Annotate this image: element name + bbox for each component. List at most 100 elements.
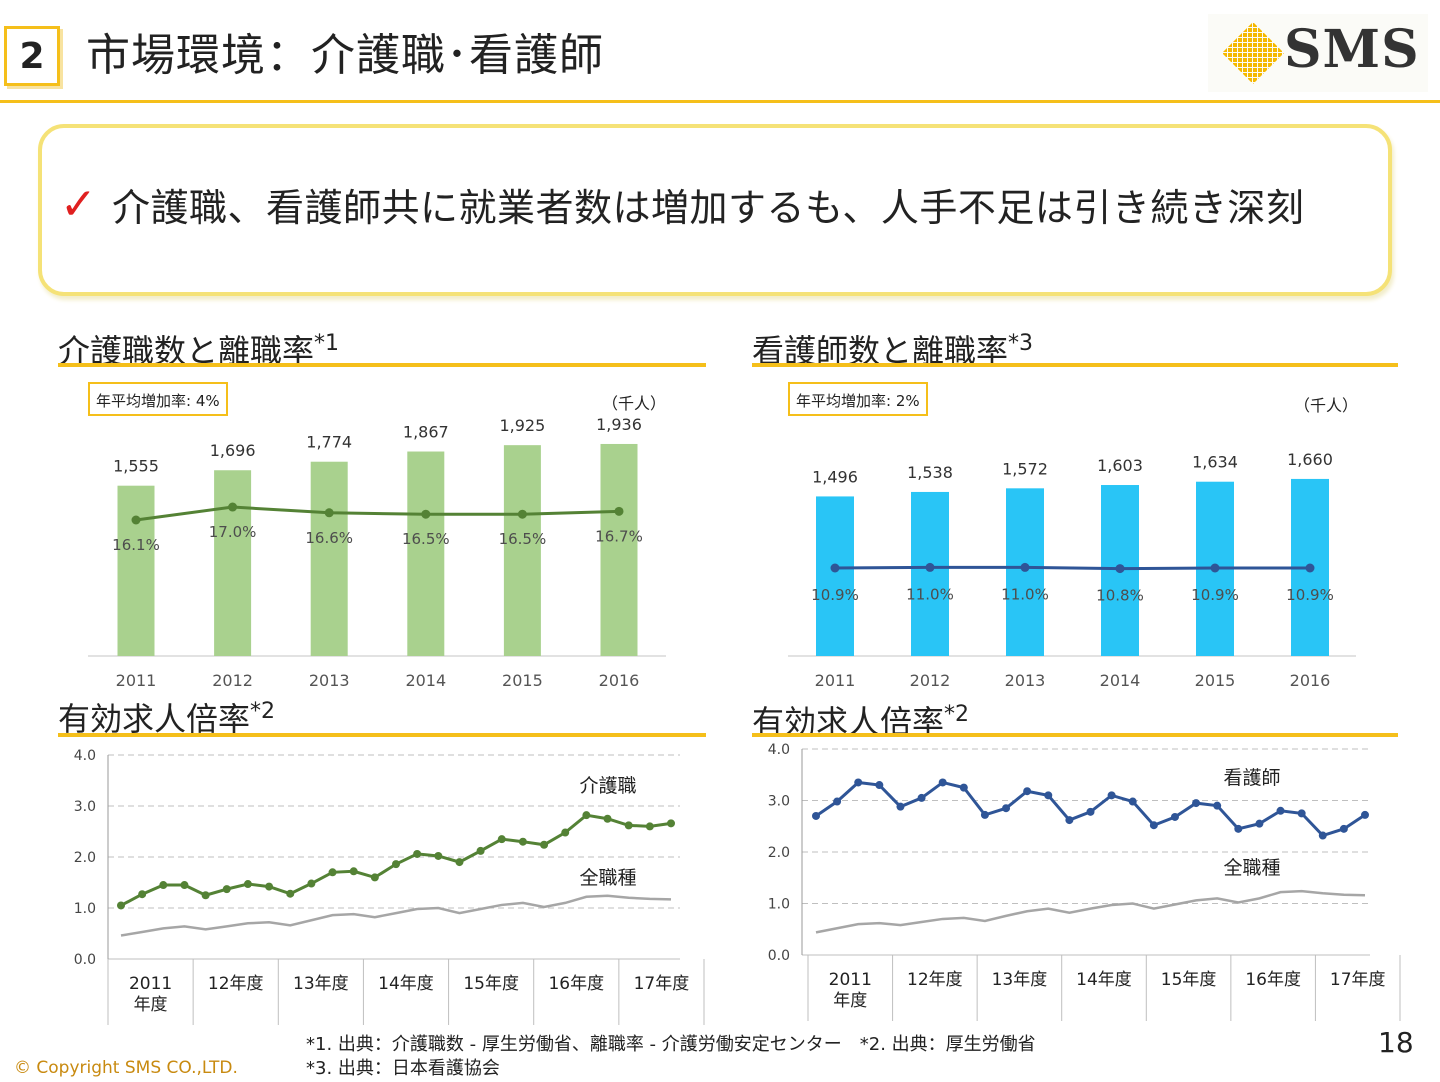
y-tick-label: 3.0 — [768, 794, 790, 810]
rate-point — [1210, 563, 1220, 573]
y-tick-label: 1.0 — [768, 897, 790, 913]
bar-value-label: 1,496 — [812, 467, 858, 486]
main-series-point — [540, 840, 549, 849]
main-series-point — [265, 882, 274, 891]
main-series-point — [624, 821, 633, 830]
nurses-chart: 1,496 2011 1,538 2012 1,572 2013 1,603 2014 1,63… — [788, 450, 1356, 690]
source-note-1: *1. 出典：介護職数 - 厚生労働省、離職率 - 介護労働安定センター *2.… — [306, 1034, 1036, 1055]
x-tick-label: 2011 — [129, 974, 172, 994]
care-growth-badge: 年平均増加率: 4% — [88, 382, 228, 416]
bar-2015 — [503, 445, 541, 656]
x-tick-label: 2011 — [116, 671, 157, 690]
y-tick-label: 0.0 — [768, 948, 790, 964]
main-series-point — [328, 868, 337, 877]
bar-value-label: 1,634 — [1192, 453, 1238, 472]
main-series-point — [1086, 807, 1095, 816]
main-series-point — [812, 811, 820, 820]
main-series-point — [917, 793, 926, 802]
bar-value-label: 1,696 — [210, 441, 256, 460]
rate-value-label: 16.7% — [595, 527, 643, 545]
main-series-point — [854, 778, 863, 787]
x-tick-label: 17年度 — [634, 974, 690, 994]
bar-value-label: 1,555 — [113, 457, 159, 476]
bar-value-label: 1,572 — [1002, 459, 1048, 478]
diamond-logo-icon — [1222, 22, 1284, 84]
nurse-unit-label: （千人） — [1294, 396, 1359, 415]
rate-value-label: 10.8% — [1096, 587, 1144, 605]
main-series-point — [1044, 791, 1053, 800]
main-series-point — [561, 828, 570, 837]
bar-2014 — [407, 451, 445, 656]
bar-value-label: 1,538 — [907, 463, 953, 482]
source-note-2: *3. 出典：日本看護協会 — [306, 1058, 500, 1079]
bar-value-label: 1,936 — [596, 415, 642, 434]
series-label-main: 介護職 — [579, 775, 636, 797]
main-series-point — [117, 901, 125, 910]
main-series-point — [434, 851, 443, 860]
main-series-point — [180, 881, 189, 890]
rate-point — [131, 515, 141, 525]
x-tick-label: 年度 — [134, 995, 168, 1015]
rate-line — [135, 505, 620, 522]
checkmark-icon: ✓ — [60, 179, 97, 230]
care-workers-divider — [58, 363, 706, 367]
rate-value-label: 16.1% — [112, 536, 160, 554]
main-series-point — [1361, 810, 1369, 819]
y-tick-label: 4.0 — [74, 748, 96, 764]
series-label-all: 全職種 — [579, 867, 636, 889]
main-series-point — [138, 890, 147, 899]
main-series-point — [645, 822, 654, 831]
care-workers-chart: 1,555 2011 1,696 2012 1,774 2013 1,867 2014 1,92… — [88, 415, 666, 690]
x-tick-label: 17年度 — [1330, 970, 1386, 990]
y-tick-label: 1.0 — [74, 901, 96, 917]
bar-value-label: 1,867 — [403, 423, 449, 442]
main-series-point — [497, 835, 506, 844]
bar-value-label: 1,925 — [499, 416, 545, 435]
page-number: 18 — [1378, 1026, 1414, 1059]
x-tick-label: 15年度 — [1161, 970, 1217, 990]
rate-point — [614, 506, 624, 516]
all-jobs-line — [815, 889, 1366, 934]
rate-point — [421, 509, 431, 519]
main-series-point — [349, 867, 358, 876]
main-series-point — [243, 880, 252, 889]
rate-value-label: 10.9% — [1191, 586, 1239, 604]
main-series-point — [667, 819, 675, 828]
main-series-point — [1107, 791, 1116, 800]
main-series-point — [392, 860, 400, 869]
main-series-point — [476, 846, 485, 855]
x-tick-label: 2014 — [1100, 671, 1141, 690]
bar-2011 — [816, 496, 854, 656]
logo-text: SMS — [1284, 19, 1420, 80]
x-tick-label: 2013 — [309, 671, 350, 690]
main-series-point — [833, 797, 842, 806]
main-series-point — [1023, 787, 1032, 796]
job-ratio-care-divider — [58, 733, 706, 737]
x-tick-label: 年度 — [833, 991, 867, 1011]
section-number-badge: 2 — [4, 26, 60, 86]
x-tick-label: 12年度 — [907, 970, 963, 990]
bar-2012 — [911, 491, 949, 656]
main-series-point — [1255, 819, 1264, 828]
rate-point — [1305, 563, 1315, 573]
rate-point — [228, 502, 238, 512]
page-title: 市場環境：介護職･看護師 — [86, 30, 604, 81]
main-series-point — [1297, 809, 1306, 818]
x-tick-label: 2011 — [829, 970, 872, 990]
main-series-point — [1213, 801, 1222, 810]
x-tick-label: 13年度 — [992, 970, 1048, 990]
rate-value-label: 16.5% — [402, 530, 450, 548]
bar-2011 — [117, 485, 155, 656]
summary-callout — [38, 124, 1392, 296]
care-unit-label: （千人） — [602, 394, 667, 413]
main-series-point — [1276, 806, 1285, 815]
main-series-point — [1318, 831, 1327, 840]
rate-point — [925, 562, 935, 572]
rate-value-label: 10.9% — [1286, 586, 1334, 604]
x-tick-label: 15年度 — [463, 974, 519, 994]
x-tick-label: 2016 — [1290, 671, 1331, 690]
main-series-point — [518, 837, 527, 846]
y-tick-label: 4.0 — [768, 742, 790, 758]
main-series-point — [455, 858, 464, 867]
